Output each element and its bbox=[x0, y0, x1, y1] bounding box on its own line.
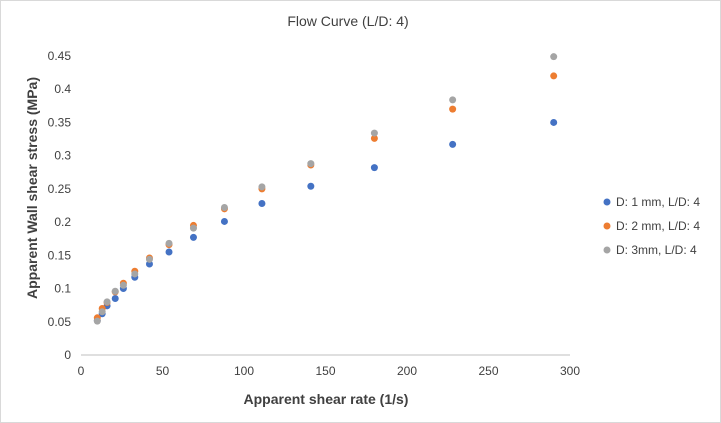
legend-label: D: 1 mm, L/D: 4 bbox=[616, 195, 700, 209]
y-tick-label: 0 bbox=[64, 348, 71, 362]
y-tick-label: 0.15 bbox=[48, 248, 72, 262]
series-3 bbox=[93, 53, 558, 325]
data-point bbox=[258, 183, 266, 191]
x-tick-label: 300 bbox=[560, 364, 580, 378]
data-point bbox=[220, 217, 228, 225]
series-2 bbox=[93, 72, 558, 322]
data-point bbox=[111, 295, 119, 303]
data-point bbox=[111, 287, 119, 295]
legend-label: D: 2 mm, L/D: 4 bbox=[616, 219, 700, 233]
x-tick-label: 0 bbox=[78, 364, 85, 378]
data-point bbox=[145, 255, 153, 263]
legend-label: D: 3mm, L/D: 4 bbox=[616, 243, 697, 257]
data-point bbox=[119, 281, 127, 289]
data-point bbox=[189, 233, 197, 241]
data-point bbox=[449, 105, 457, 113]
x-tick-label: 250 bbox=[478, 364, 498, 378]
x-tick-label: 200 bbox=[397, 364, 417, 378]
y-tick-label: 0.2 bbox=[54, 215, 71, 229]
legend-marker bbox=[603, 198, 611, 206]
x-axis-title: Apparent shear rate (1/s) bbox=[244, 391, 409, 407]
y-axis-title: Apparent Wall shear stress (MPa) bbox=[24, 77, 40, 299]
data-point bbox=[307, 182, 315, 190]
data-point bbox=[550, 72, 558, 80]
data-point bbox=[103, 298, 111, 306]
series-1 bbox=[93, 118, 558, 324]
data-point bbox=[189, 224, 197, 232]
legend-marker bbox=[603, 222, 611, 230]
tick-labels: 0 50 100 150 200 250 300 0 0.05 0.1 0.15 0.2 0.25 0.3… bbox=[48, 49, 581, 378]
data-point bbox=[165, 239, 173, 247]
data-point bbox=[370, 134, 378, 142]
data-point bbox=[449, 140, 457, 148]
data-point bbox=[220, 203, 228, 211]
x-tick-label: 50 bbox=[156, 364, 170, 378]
x-tick-label: 100 bbox=[234, 364, 254, 378]
data-point bbox=[131, 270, 139, 278]
chart-title: Flow Curve (L/D: 4) bbox=[287, 13, 408, 29]
data-point bbox=[449, 96, 457, 104]
y-tick-label: 0.05 bbox=[48, 315, 72, 329]
data-point bbox=[307, 160, 315, 168]
y-tick-label: 0.1 bbox=[54, 282, 71, 296]
legend: D: 1 mm, L/D: 4 D: 2 mm, L/D: 4 D: 3mm, L/… bbox=[603, 195, 700, 257]
legend-entry-3: D: 3mm, L/D: 4 bbox=[603, 243, 697, 257]
data-point bbox=[93, 317, 101, 325]
y-tick-label: 0.35 bbox=[48, 115, 72, 129]
data-points bbox=[93, 53, 558, 325]
x-tick-label: 150 bbox=[315, 364, 335, 378]
data-point bbox=[370, 129, 378, 137]
data-point bbox=[165, 248, 173, 256]
y-tick-label: 0.45 bbox=[48, 49, 72, 63]
data-point bbox=[370, 164, 378, 172]
data-point bbox=[258, 200, 266, 208]
legend-entry-1: D: 1 mm, L/D: 4 bbox=[603, 195, 700, 209]
legend-entry-2: D: 2 mm, L/D: 4 bbox=[603, 219, 700, 233]
data-point bbox=[550, 118, 558, 126]
y-tick-label: 0.4 bbox=[54, 82, 71, 96]
data-point bbox=[550, 53, 558, 61]
y-tick-label: 0.25 bbox=[48, 182, 72, 196]
y-tick-label: 0.3 bbox=[54, 149, 71, 163]
legend-marker bbox=[603, 246, 611, 254]
data-point bbox=[98, 308, 106, 316]
